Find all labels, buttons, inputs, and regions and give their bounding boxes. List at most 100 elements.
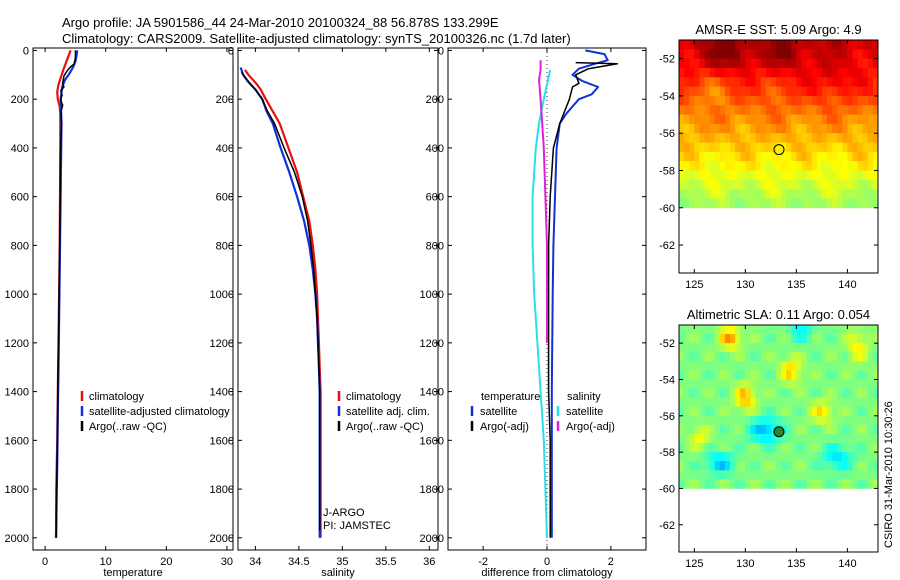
sst_map-cell [694, 40, 700, 50]
sla-map-panel: Altimetric SLA: 0.11 Argo: 0.054-52-54-5… [659, 307, 879, 570]
sla_map-cell [775, 370, 782, 380]
sla_map-cell [684, 334, 690, 344]
sst_map-cell [770, 189, 777, 199]
sla_map-cell [801, 461, 807, 471]
difference-legend-entry-argo-adj: Argo(-adj) [480, 421, 529, 433]
sst_map-cell [775, 114, 782, 125]
salinity-ytick-label: 1600 [210, 435, 234, 447]
sst_map-cell [786, 161, 792, 171]
sst_map-cell [791, 49, 797, 60]
sla_map-cell [837, 452, 843, 462]
sst_map-cell [847, 123, 853, 134]
sst_map-cell [689, 161, 695, 171]
sst_map-cell [796, 49, 802, 60]
sla_map-cell [704, 470, 711, 480]
sst_map-cell [816, 114, 823, 125]
sst_map-cell [745, 58, 751, 69]
sst_map-cell [857, 161, 864, 171]
sla_map-cell [796, 334, 802, 344]
sst_map-cell [842, 49, 848, 60]
sla_map-cell [842, 388, 848, 399]
sst_map-cell [842, 133, 848, 143]
sla_map-cell [679, 433, 685, 444]
sla_map-cell [826, 461, 833, 471]
sst_map-cell [689, 198, 695, 209]
sla_map-cell [801, 388, 807, 399]
sst_map-cell [872, 77, 879, 87]
sst_map-cell [872, 114, 879, 125]
sla_map-cell [781, 334, 787, 344]
sla_map-cell [842, 470, 848, 480]
sst_map-cell [709, 77, 716, 87]
sla_map-cell [755, 343, 762, 353]
sla_map-cell [816, 334, 823, 344]
sla_map-cell [852, 424, 858, 435]
sla_map-cell [694, 415, 700, 426]
sst_map-cell [679, 198, 685, 209]
sst_map-cell [847, 161, 853, 171]
sst_map-cell [801, 77, 807, 87]
sla_map-cell [847, 479, 853, 489]
sst_map-cell [852, 123, 858, 134]
sst_map-cell [679, 95, 685, 106]
sla_map-cell [786, 334, 792, 344]
sst_map-cell [760, 40, 767, 50]
sst_map-cell [694, 123, 700, 134]
sla_map-cell [740, 379, 746, 389]
sst_map-cell [786, 58, 792, 69]
sla_map-cell [832, 361, 838, 371]
sla_map-cell [867, 334, 874, 344]
sla_map-cell [679, 452, 685, 462]
sla_map-cell [694, 479, 700, 489]
sst_map-cell [684, 123, 690, 134]
sla_map-cell [714, 433, 721, 444]
sla_map-cell [684, 370, 690, 380]
sst_map-cell [704, 114, 711, 125]
sla_map-cell [745, 470, 751, 480]
sst_map-cell [770, 179, 777, 190]
sla_map-cell [724, 343, 731, 353]
sla_map-cell [745, 443, 751, 453]
sst_map-cell [847, 198, 853, 209]
sst_map-cell [796, 189, 802, 199]
sst_map-cell [857, 133, 864, 143]
sla_map-cell [760, 479, 767, 489]
sst_map-cell [832, 133, 838, 143]
sla_map-cell [796, 479, 802, 489]
sst_map-cell [699, 161, 705, 171]
sla_map-cell [689, 424, 695, 435]
sla_map-cell [760, 379, 767, 389]
credit-text: CSIRO 31-Mar-2010 10:30:26 [883, 401, 895, 548]
sla_map-cell [704, 397, 711, 408]
sst_map-cell [837, 198, 843, 209]
sst_map-cell [724, 105, 731, 115]
sst_map-cell [694, 198, 700, 209]
sst_map-cell [684, 105, 690, 115]
sst_map-cell [832, 58, 838, 69]
sst_map-cell [816, 123, 823, 134]
sst_map-cell [796, 95, 802, 106]
difference-legend-entry-satellite: satellite [566, 406, 603, 418]
sst_map-cell [689, 123, 695, 134]
sst_map-cell [765, 133, 772, 143]
sla_map-cell [745, 379, 751, 389]
sst_map-cell [730, 58, 736, 69]
sst_map-cell [806, 179, 813, 190]
temperature-plot-frame [32, 47, 234, 551]
sst_map-cell [832, 151, 838, 162]
sla_map-cell [770, 361, 777, 371]
temperature-xtick-label: 20 [160, 556, 172, 568]
sla_map-cell [781, 406, 787, 417]
sst_map-cell [694, 151, 700, 162]
sla_map-cell [694, 352, 700, 362]
sla_map-cell [867, 325, 874, 335]
sla_map-cell [740, 479, 746, 489]
sst_map-cell [735, 67, 741, 78]
sla_map-cell [770, 424, 777, 435]
sst_map-cell [796, 77, 802, 87]
sla_map-cell [735, 406, 741, 417]
sla_map-cell [791, 479, 797, 489]
sst_map-cell [694, 170, 700, 181]
sst_map-cell [714, 105, 721, 115]
sst_map-cell [832, 95, 838, 106]
